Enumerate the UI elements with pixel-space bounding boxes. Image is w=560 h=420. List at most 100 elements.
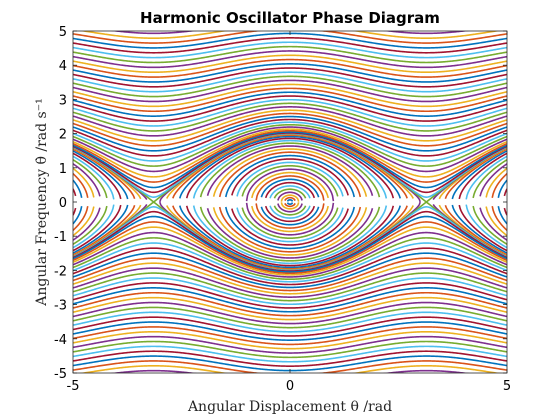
trajectory-curve xyxy=(73,321,507,341)
trajectory-curve xyxy=(73,242,507,283)
trajectory-curve xyxy=(255,203,325,229)
trajectory-curve xyxy=(73,112,507,147)
trajectory-curve xyxy=(251,171,329,199)
trajectory-curve xyxy=(73,118,507,157)
trajectory-curve xyxy=(73,83,507,108)
trajectory-curve xyxy=(73,345,507,363)
trajectory-curve xyxy=(73,210,507,272)
trajectory-curve xyxy=(73,135,507,200)
trajectory-curve xyxy=(269,205,311,219)
trajectory-curve xyxy=(273,188,307,199)
trajectory-curve xyxy=(73,306,507,329)
trajectory-curve xyxy=(255,175,325,201)
trajectory-curve xyxy=(73,91,507,117)
trajectory-curve xyxy=(73,45,507,64)
trajectory-curve xyxy=(241,165,339,197)
trajectory-curve xyxy=(73,204,507,269)
trajectory-curve xyxy=(73,148,507,198)
trajectory-curve xyxy=(73,63,507,83)
trajectory-curve xyxy=(245,168,335,202)
trajectory-curve xyxy=(73,129,507,183)
trajectory-curve xyxy=(73,340,507,359)
trajectory-curve xyxy=(273,205,307,216)
trajectory-curve xyxy=(73,206,507,253)
trajectory-curve xyxy=(110,369,470,373)
trajectory-curve xyxy=(73,277,507,306)
y-axis-label: Angular Frequency θ̇ /rad s⁻¹ xyxy=(34,98,50,306)
trajectory-curve xyxy=(73,98,507,127)
y-tick-label: 1 xyxy=(59,162,67,177)
trajectory-curve xyxy=(245,202,335,236)
trajectory-curve xyxy=(79,31,501,39)
trajectory-curve xyxy=(236,161,344,197)
x-axis-label: Angular Displacement θ /rad xyxy=(187,399,392,415)
trajectory-curve xyxy=(73,237,507,281)
trajectory-curve xyxy=(110,31,470,35)
y-tick-label: 0 xyxy=(59,196,67,211)
trajectory-curve xyxy=(73,145,507,197)
trajectory-curve xyxy=(73,139,507,200)
trajectory-curve xyxy=(73,204,507,265)
trajectory-curve xyxy=(73,67,507,88)
trajectory-curve xyxy=(73,71,507,93)
trajectory-curve xyxy=(73,158,507,197)
trajectory-curve xyxy=(73,252,507,289)
trajectory-curve xyxy=(73,50,507,69)
y-tick-label: 2 xyxy=(59,128,67,143)
trajectory-curve xyxy=(73,126,507,173)
y-tick-label: -1 xyxy=(54,230,67,245)
trajectory-curve xyxy=(73,109,507,142)
x-tick-label: 5 xyxy=(503,379,511,394)
trajectory-curve xyxy=(73,296,507,321)
trajectory-curve xyxy=(73,207,507,246)
trajectory-curve xyxy=(73,142,507,199)
trajectory-curve xyxy=(286,202,294,205)
trajectory-curve xyxy=(73,330,507,350)
trajectory-curve xyxy=(73,54,507,74)
trajectory-curve xyxy=(251,205,329,233)
y-tick-label: -3 xyxy=(54,299,67,314)
chart-title: Harmonic Oscillator Phase Diagram xyxy=(140,9,440,27)
trajectory-curve xyxy=(73,151,507,198)
trajectory-curve xyxy=(260,206,320,226)
trajectory-curve xyxy=(73,257,507,292)
trajectory-curve xyxy=(73,121,507,162)
trajectory-curve xyxy=(73,37,507,54)
plot-area xyxy=(73,31,507,373)
trajectory-curve xyxy=(73,335,507,354)
trajectory-curve xyxy=(280,202,300,210)
trajectory-curve xyxy=(73,204,507,267)
y-tick-label: -5 xyxy=(54,367,67,382)
trajectory-curves xyxy=(73,31,507,373)
x-tick-label: -5 xyxy=(67,379,80,394)
trajectory-curve xyxy=(73,79,507,103)
trajectory-curve xyxy=(73,226,507,276)
trajectory-curve xyxy=(73,75,507,98)
trajectory-curve xyxy=(73,102,507,132)
y-tick-label: 5 xyxy=(59,25,67,40)
x-tick-label: 0 xyxy=(286,379,294,394)
trajectory-curve xyxy=(73,137,507,200)
trajectory-curve xyxy=(73,326,507,346)
trajectory-curve xyxy=(277,203,303,213)
axis-ticks: -5 0 5 -5 -4 -3 -2 -1 0 1 2 3 4 5 xyxy=(54,25,511,394)
trajectory-curve xyxy=(260,178,320,198)
y-tick-label: 4 xyxy=(59,59,67,74)
trajectory-curve xyxy=(73,31,507,44)
trajectory-curve xyxy=(73,106,507,137)
trajectory-curve xyxy=(280,194,300,202)
trajectory-curve xyxy=(73,316,507,337)
trajectory-curve xyxy=(73,311,507,333)
trajectory-curve xyxy=(73,87,507,113)
trajectory-curve xyxy=(73,221,507,275)
trajectory-curve xyxy=(73,215,507,273)
trajectory-curve xyxy=(79,365,501,373)
trajectory-curve xyxy=(73,123,507,167)
trajectory-curve xyxy=(236,207,344,243)
trajectory-curve xyxy=(73,360,507,373)
trajectory-curve xyxy=(73,205,507,262)
trajectory-curve xyxy=(73,206,507,256)
trajectory-curve xyxy=(73,247,507,286)
trajectory-curve xyxy=(73,282,507,309)
